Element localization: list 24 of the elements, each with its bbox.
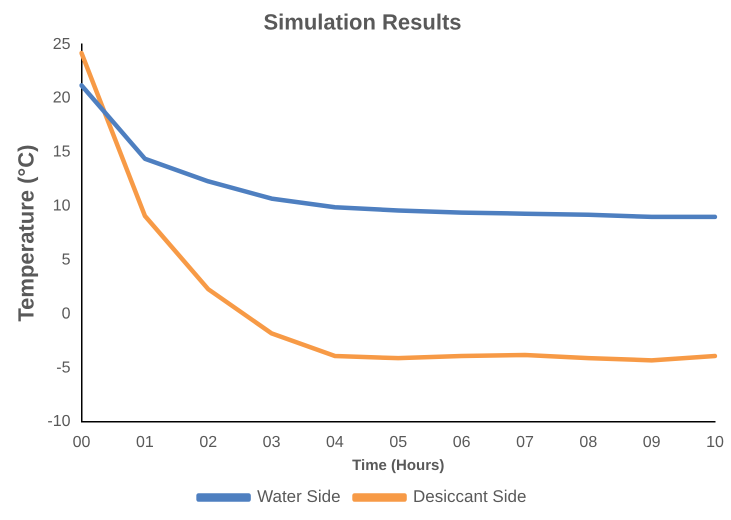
- y-tick-label: 5: [62, 251, 71, 268]
- y-tick-label: 15: [52, 144, 71, 161]
- legend-label: Desiccant Side: [413, 487, 526, 506]
- chart-title: Simulation Results: [263, 9, 462, 34]
- x-tick-label: 02: [199, 434, 218, 451]
- y-tick-label: -5: [56, 359, 71, 376]
- x-tick-label: 08: [579, 434, 598, 451]
- x-axis-title: Time (Hours): [352, 457, 444, 474]
- y-axis-title: Temperature (°C): [13, 144, 38, 322]
- y-tick-label: 0: [62, 305, 71, 322]
- x-tick-label: 03: [262, 434, 281, 451]
- y-tick-label: 20: [52, 90, 71, 107]
- x-tick-label: 07: [516, 434, 534, 451]
- x-tick-label: 06: [452, 434, 471, 451]
- x-tick-label: 09: [642, 434, 661, 451]
- x-tick-label: 04: [326, 434, 344, 451]
- y-tick-label: 25: [52, 36, 71, 53]
- x-tick-label: 00: [72, 434, 91, 451]
- y-tick-label: 10: [52, 198, 71, 215]
- x-tick-label: 10: [706, 434, 724, 451]
- x-tick-label: 01: [136, 434, 154, 451]
- legend-label: Water Side: [257, 487, 341, 506]
- x-tick-label: 05: [389, 434, 408, 451]
- y-tick-label: -10: [47, 413, 71, 430]
